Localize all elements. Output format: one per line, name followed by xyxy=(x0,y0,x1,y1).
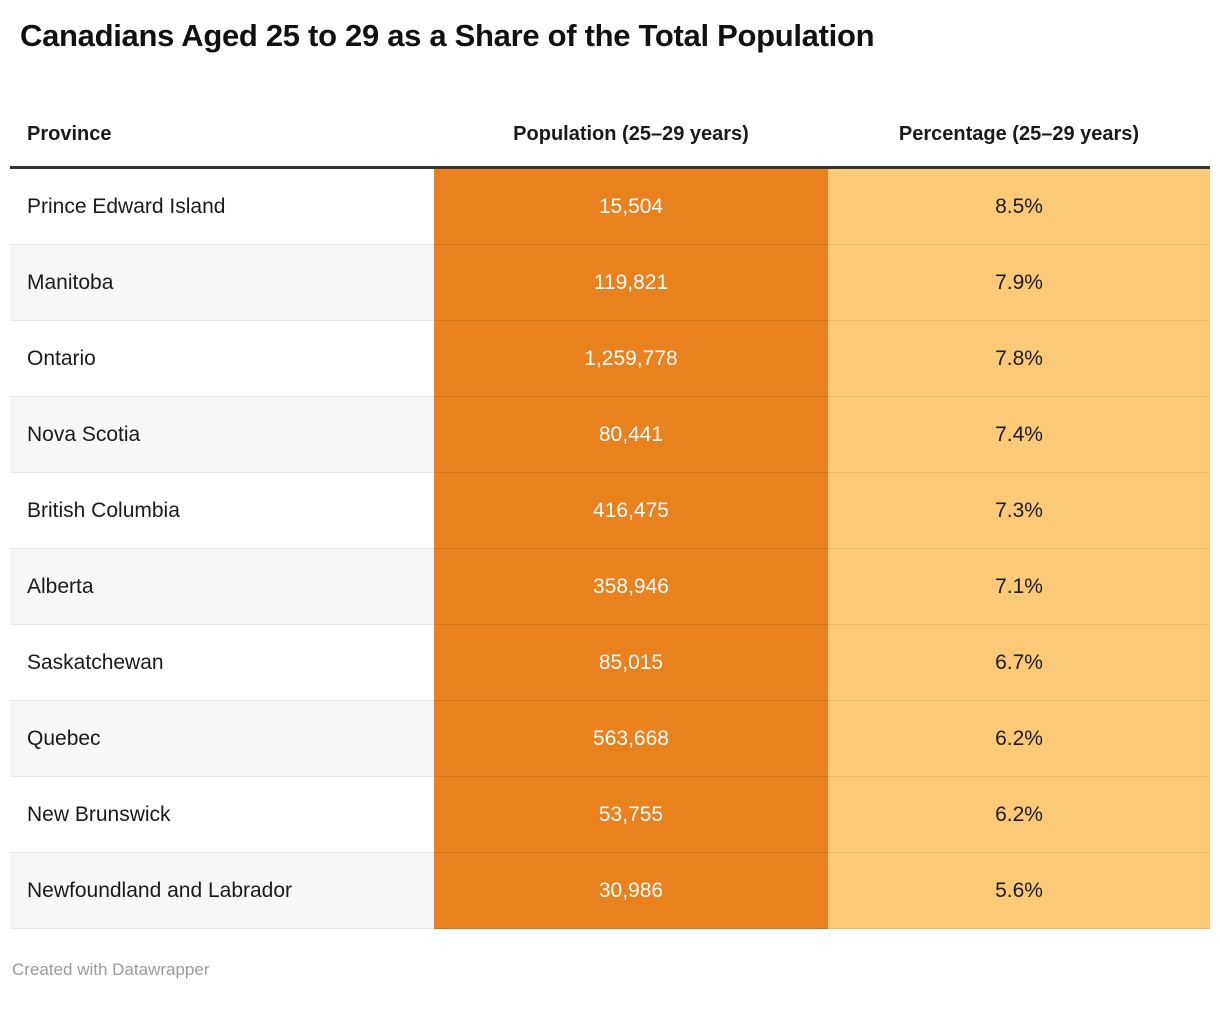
province-cell: Alberta xyxy=(10,548,434,625)
percentage-cell: 6.7% xyxy=(828,624,1210,701)
table-row: Alberta 358,946 7.1% xyxy=(10,548,1210,625)
percentage-cell: 7.3% xyxy=(828,472,1210,549)
province-cell: Quebec xyxy=(10,700,434,777)
table-row: Quebec 563,668 6.2% xyxy=(10,700,1210,777)
province-cell: Ontario xyxy=(10,320,434,397)
percentage-cell: 5.6% xyxy=(828,852,1210,929)
population-cell: 30,986 xyxy=(434,852,828,929)
table-row: Manitoba 119,821 7.9% xyxy=(10,244,1210,321)
percentage-cell: 7.9% xyxy=(828,244,1210,321)
percentage-cell: 7.8% xyxy=(828,320,1210,397)
table-row: Newfoundland and Labrador 30,986 5.6% xyxy=(10,852,1210,929)
table-row: New Brunswick 53,755 6.2% xyxy=(10,776,1210,853)
population-cell: 416,475 xyxy=(434,472,828,549)
population-cell: 358,946 xyxy=(434,548,828,625)
province-cell: Newfoundland and Labrador xyxy=(10,852,434,929)
province-cell: Saskatchewan xyxy=(10,624,434,701)
table-row: British Columbia 416,475 7.3% xyxy=(10,472,1210,549)
province-cell: Prince Edward Island xyxy=(10,167,434,245)
population-cell: 53,755 xyxy=(434,776,828,853)
province-cell: New Brunswick xyxy=(10,776,434,853)
population-cell: 85,015 xyxy=(434,624,828,701)
table-row: Saskatchewan 85,015 6.7% xyxy=(10,624,1210,701)
table-row: Prince Edward Island 15,504 8.5% xyxy=(10,167,1210,245)
chart-title: Canadians Aged 25 to 29 as a Share of th… xyxy=(20,18,875,53)
percentage-cell: 7.4% xyxy=(828,396,1210,473)
population-cell: 119,821 xyxy=(434,244,828,321)
province-cell: British Columbia xyxy=(10,472,434,549)
table-row: Ontario 1,259,778 7.8% xyxy=(10,320,1210,397)
population-cell: 15,504 xyxy=(434,167,828,245)
percentage-cell: 6.2% xyxy=(828,700,1210,777)
percentage-cell: 6.2% xyxy=(828,776,1210,853)
data-table: Province Population (25–29 years) Percen… xyxy=(10,56,1210,929)
percentage-cell: 8.5% xyxy=(828,167,1210,245)
column-header-percentage: Percentage (25–29 years) xyxy=(828,56,1210,169)
column-header-population: Population (25–29 years) xyxy=(434,56,828,169)
population-cell: 1,259,778 xyxy=(434,320,828,397)
datawrapper-credit: Created with Datawrapper xyxy=(12,960,210,979)
province-cell: Nova Scotia xyxy=(10,396,434,473)
table-header-row: Province Population (25–29 years) Percen… xyxy=(10,56,1210,169)
province-cell: Manitoba xyxy=(10,244,434,321)
column-header-province: Province xyxy=(10,56,434,169)
table-row: Nova Scotia 80,441 7.4% xyxy=(10,396,1210,473)
population-cell: 563,668 xyxy=(434,700,828,777)
population-cell: 80,441 xyxy=(434,396,828,473)
percentage-cell: 7.1% xyxy=(828,548,1210,625)
